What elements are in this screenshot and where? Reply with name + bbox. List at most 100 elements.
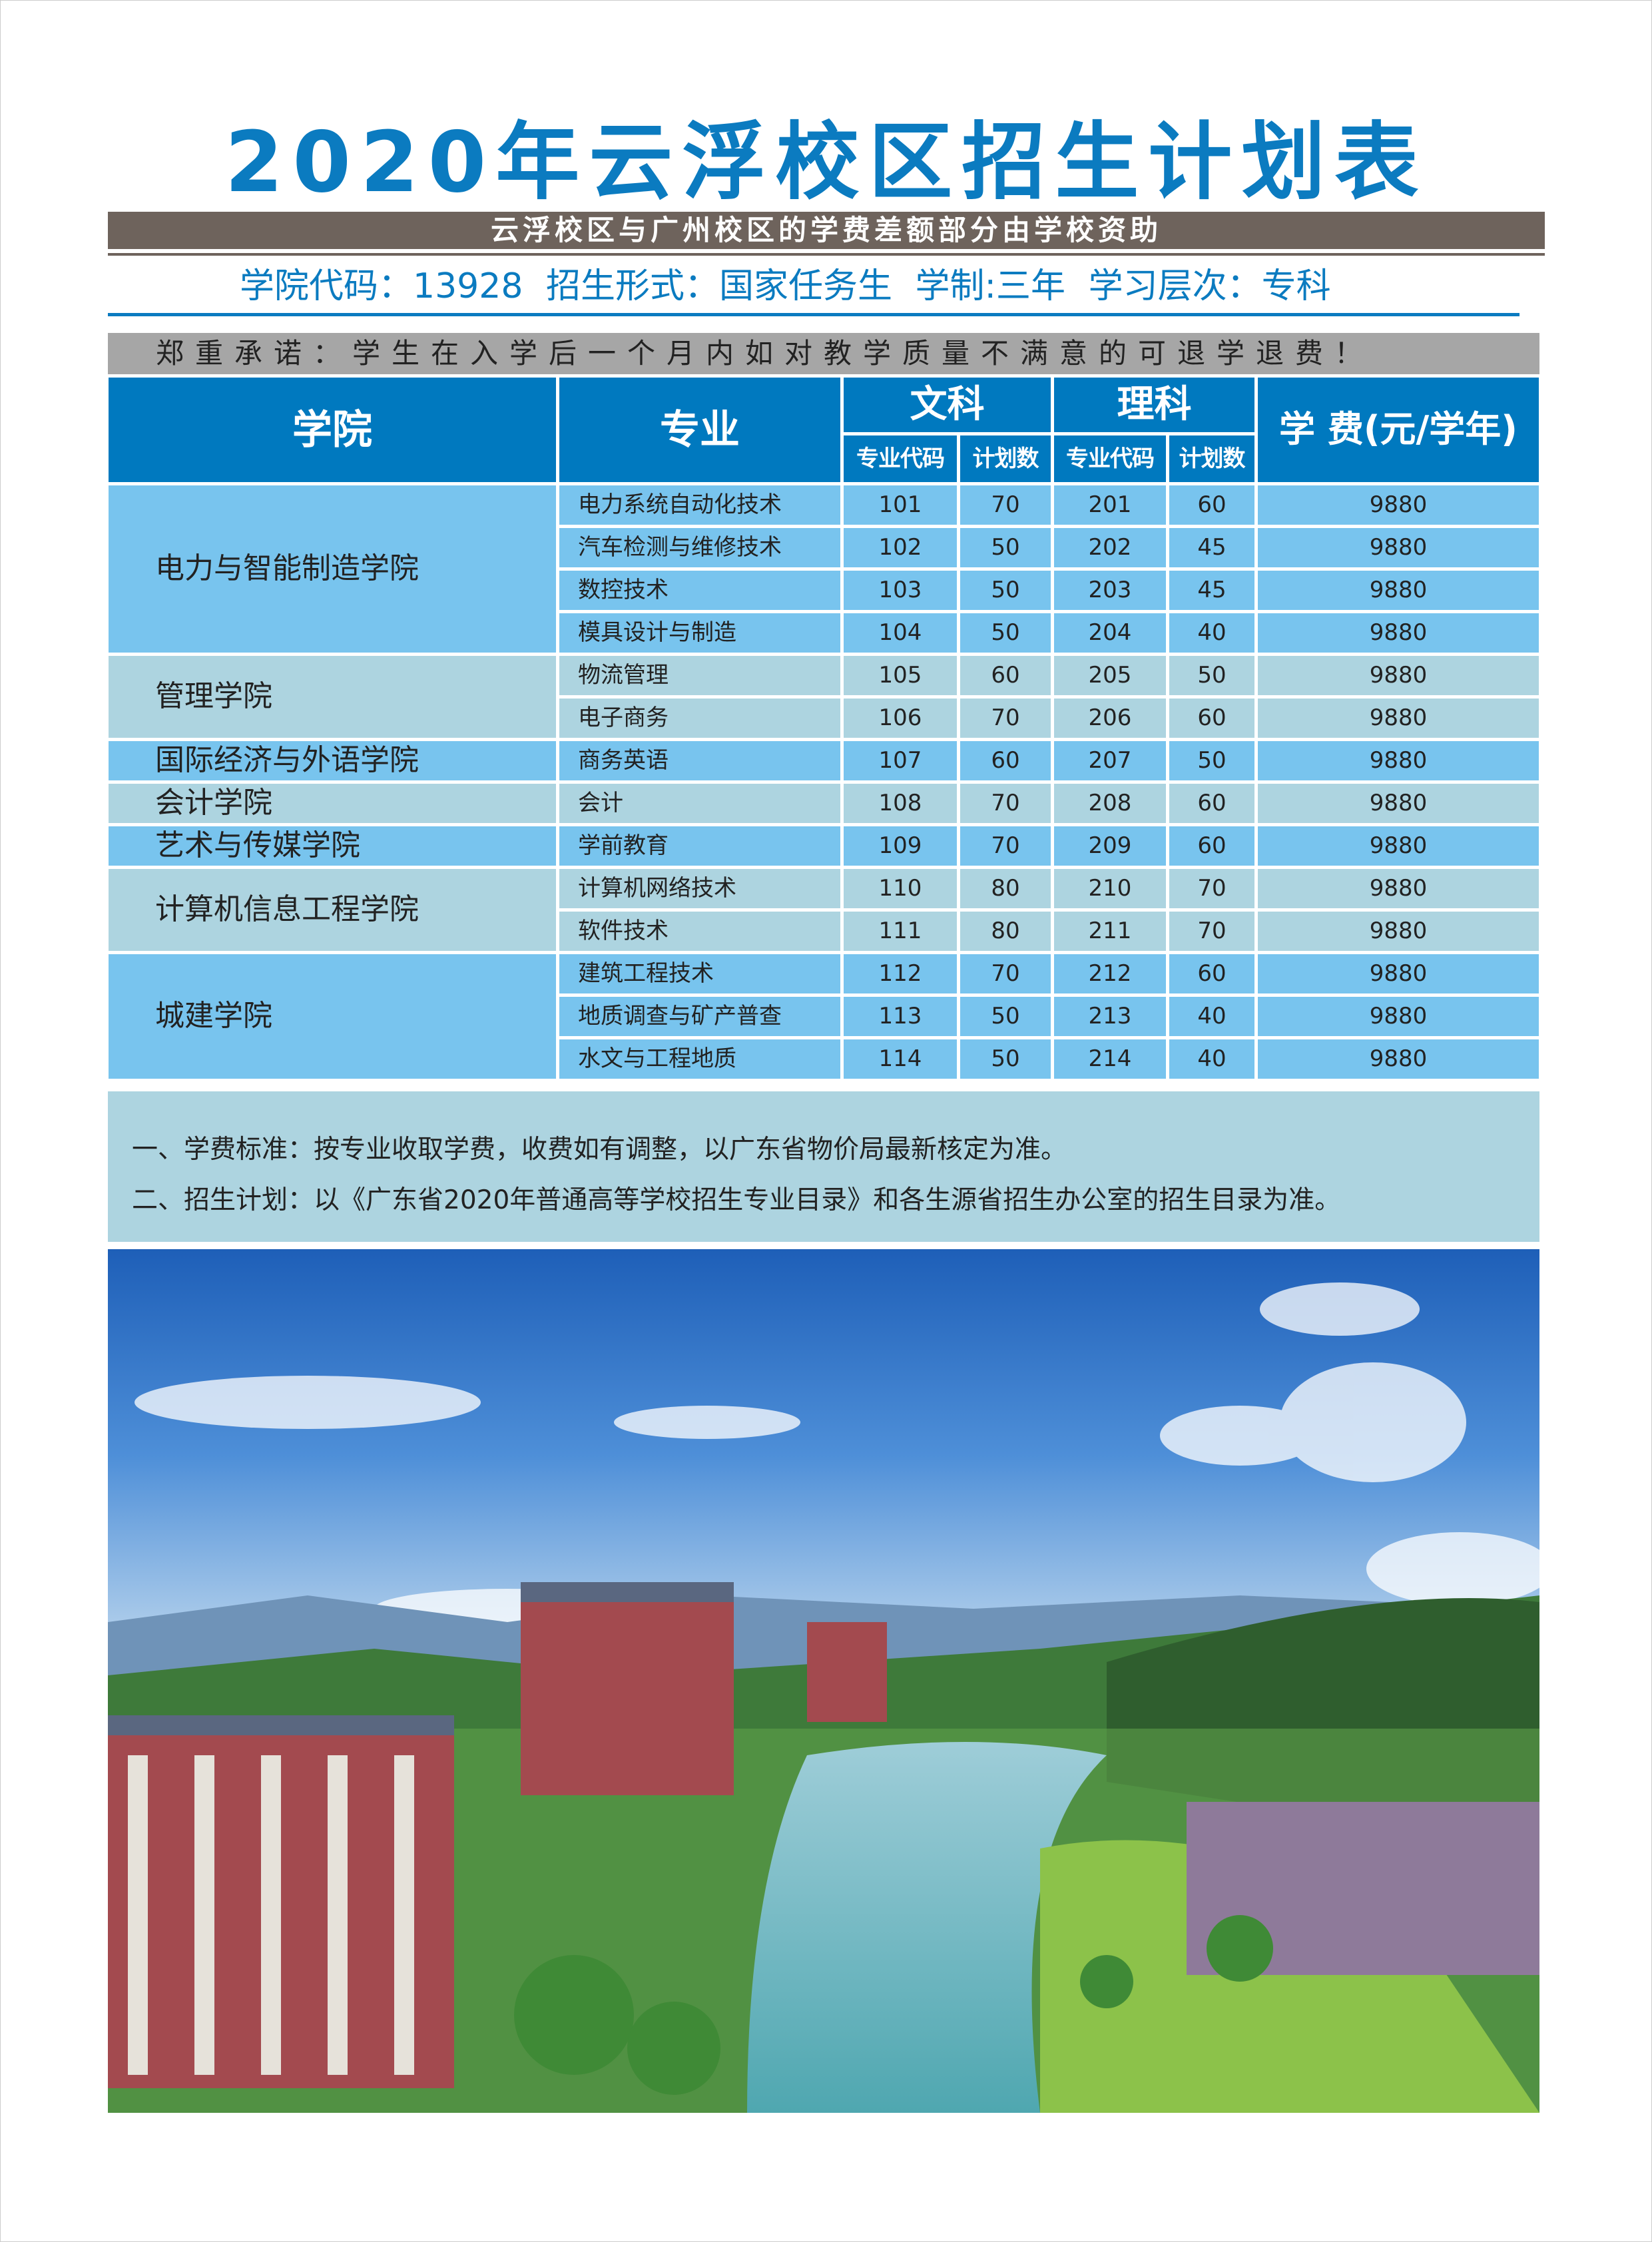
major-cell: 商务英语: [559, 741, 840, 780]
header-science-code: 专业代码: [1054, 435, 1166, 482]
science-code-cell: 212: [1054, 954, 1166, 993]
science-code-cell: 205: [1054, 656, 1166, 695]
enrollment-table: 学院 专业 文科 理科 学 费(元/学年) 专业代码 计划数 专业代码 计划数 …: [105, 374, 1542, 1082]
header-arts-code: 专业代码: [844, 435, 957, 482]
science-code-cell: 209: [1054, 826, 1166, 866]
science-code-cell: 207: [1054, 741, 1166, 780]
science-plan-cell: 60: [1169, 485, 1254, 525]
arts-code-cell: 110: [844, 869, 957, 908]
major-cell: 软件技术: [559, 912, 840, 951]
college-cell: 计算机信息工程学院: [109, 869, 556, 951]
major-cell: 数控技术: [559, 571, 840, 610]
arts-plan-cell: 70: [960, 699, 1051, 738]
table-row: 地质调查与矿产普查 113 50 213 40 9880: [109, 997, 1539, 1036]
arts-code-cell: 106: [844, 699, 957, 738]
fee-cell: 9880: [1258, 699, 1539, 738]
fee-cell: 9880: [1258, 485, 1539, 525]
arts-code-cell: 112: [844, 954, 957, 993]
science-plan-cell: 60: [1169, 784, 1254, 823]
arts-code-cell: 108: [844, 784, 957, 823]
science-plan-cell: 70: [1169, 912, 1254, 951]
fee-cell: 9880: [1258, 613, 1539, 653]
fee-cell: 9880: [1258, 826, 1539, 866]
arts-code-cell: 102: [844, 528, 957, 567]
header-major: 专业: [559, 378, 840, 482]
fee-cell: 9880: [1258, 528, 1539, 567]
arts-code-cell: 101: [844, 485, 957, 525]
science-plan-cell: 60: [1169, 699, 1254, 738]
college-cell: 艺术与传媒学院: [109, 826, 556, 866]
table-row: 国际经济与外语学院 商务英语 107 60 207 50 9880: [109, 741, 1539, 780]
college-cell: 会计学院: [109, 784, 556, 823]
major-cell: 电子商务: [559, 699, 840, 738]
major-cell: 计算机网络技术: [559, 869, 840, 908]
arts-plan-cell: 50: [960, 1039, 1051, 1079]
college-cell: 国际经济与外语学院: [109, 741, 556, 780]
header-science: 理科: [1054, 378, 1254, 432]
fee-cell: 9880: [1258, 954, 1539, 993]
science-plan-cell: 45: [1169, 571, 1254, 610]
info-line: 学院代码：13928 招生形式：国家任务生 学制:三年 学习层次：专科: [108, 260, 1545, 313]
major-cell: 水文与工程地质: [559, 1039, 840, 1079]
arts-plan-cell: 70: [960, 826, 1051, 866]
header-arts-plan: 计划数: [960, 435, 1051, 482]
duration: 学制:三年: [915, 266, 1066, 306]
table-row: 水文与工程地质 114 50 214 40 9880: [109, 1039, 1539, 1079]
science-plan-cell: 60: [1169, 954, 1254, 993]
science-plan-cell: 50: [1169, 656, 1254, 695]
arts-code-cell: 107: [844, 741, 957, 780]
college-cell: 城建学院: [109, 954, 556, 1079]
science-plan-cell: 40: [1169, 997, 1254, 1036]
arts-plan-cell: 50: [960, 613, 1051, 653]
science-plan-cell: 45: [1169, 528, 1254, 567]
arts-plan-cell: 80: [960, 912, 1051, 951]
table-row: 计算机信息工程学院 计算机网络技术 110 80 210 70 9880: [109, 869, 1539, 951]
note-fee: 一、学费标准：按专业收取学费，收费如有调整，以广东省物价局最新核定为准。: [132, 1135, 1067, 1165]
table-row: 软件技术 111 80 211 70 9880: [109, 912, 1539, 951]
table-row: 会计学院 会计 108 70 208 60 9880: [109, 784, 1539, 823]
arts-plan-cell: 80: [960, 869, 1051, 908]
major-cell: 会计: [559, 784, 840, 823]
science-code-cell: 211: [1054, 912, 1166, 951]
fee-cell: 9880: [1258, 912, 1539, 951]
notes-box: 一、学费标准：按专业收取学费，收费如有调整，以广东省物价局最新核定为准。 二、招…: [108, 1091, 1539, 1242]
table-row: 电子商务 106 70 206 60 9880: [109, 699, 1539, 738]
science-plan-cell: 70: [1169, 869, 1254, 908]
science-code-cell: 208: [1054, 784, 1166, 823]
fee-cell: 9880: [1258, 741, 1539, 780]
major-cell: 电力系统自动化技术: [559, 485, 840, 525]
arts-plan-cell: 70: [960, 954, 1051, 993]
promise-banner: 郑重承诺：学生在入学后一个月内如对教学质量不满意的可退学退费！: [108, 333, 1539, 374]
science-code-cell: 204: [1054, 613, 1166, 653]
science-plan-cell: 50: [1169, 741, 1254, 780]
table-row: 模具设计与制造 104 50 204 40 9880: [109, 613, 1539, 653]
campus-aerial-photo: [108, 1249, 1539, 2113]
major-cell: 汽车检测与维修技术: [559, 528, 840, 567]
divider: [108, 253, 1545, 256]
major-cell: 地质调查与矿产普查: [559, 997, 840, 1036]
arts-plan-cell: 50: [960, 528, 1051, 567]
college-code: 学院代码：13928: [240, 266, 523, 306]
major-cell: 模具设计与制造: [559, 613, 840, 653]
science-code-cell: 201: [1054, 485, 1166, 525]
subsidy-banner: 云浮校区与广州校区的学费差额部分由学校资助: [108, 212, 1545, 249]
arts-plan-cell: 50: [960, 571, 1051, 610]
divider: [108, 313, 1519, 316]
science-code-cell: 210: [1054, 869, 1166, 908]
major-cell: 建筑工程技术: [559, 954, 840, 993]
fee-cell: 9880: [1258, 784, 1539, 823]
college-cell: 管理学院: [109, 656, 556, 738]
science-plan-cell: 40: [1169, 1039, 1254, 1079]
page-content: 2020年云浮校区招生计划表 云浮校区与广州校区的学费差额部分由学校资助 学院代…: [108, 113, 1545, 2113]
note-plan: 二、招生计划：以《广东省2020年普通高等学校招生专业目录》和各生源省招生办公室…: [132, 1185, 1341, 1215]
arts-plan-cell: 60: [960, 656, 1051, 695]
table-row: 数控技术 103 50 203 45 9880: [109, 571, 1539, 610]
enroll-form: 招生形式：国家任务生: [545, 266, 892, 306]
arts-plan-cell: 60: [960, 741, 1051, 780]
fee-cell: 9880: [1258, 656, 1539, 695]
arts-plan-cell: 70: [960, 485, 1051, 525]
arts-code-cell: 103: [844, 571, 957, 610]
fee-cell: 9880: [1258, 997, 1539, 1036]
table-row: 艺术与传媒学院 学前教育 109 70 209 60 9880: [109, 826, 1539, 866]
arts-plan-cell: 50: [960, 997, 1051, 1036]
